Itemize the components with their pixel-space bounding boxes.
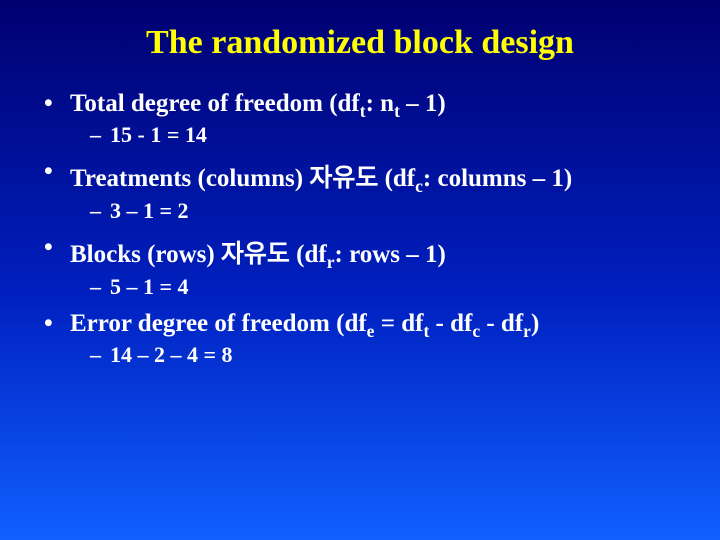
bullet-text: Error degree of freedom (dfe = dft - dfc… — [70, 310, 539, 337]
text-run: c — [415, 176, 423, 196]
sub-bullet-list: 5 – 1 = 4 — [70, 274, 696, 300]
text-run: 15 - 1 = 14 — [110, 122, 207, 147]
sub-bullet-item: 3 – 1 = 2 — [90, 198, 696, 224]
text-run: r — [327, 252, 335, 272]
bullet-text: Blocks (rows) 자유도 (dfr: rows – 1) — [70, 241, 446, 268]
bullet-item: Total degree of freedom (dft: nt – 1) 15 … — [44, 90, 696, 148]
text-run: : n — [366, 90, 394, 117]
text-run: Error degree of freedom (df — [70, 310, 367, 337]
sub-bullet-item: 15 - 1 = 14 — [90, 122, 696, 148]
text-run: Total degree of freedom (df — [70, 90, 360, 117]
text-run: = df — [374, 310, 423, 337]
text-run: – 1) — [400, 90, 446, 117]
sub-bullet-item: 14 – 2 – 4 = 8 — [90, 342, 696, 368]
sub-bullet-list: 14 – 2 – 4 = 8 — [70, 342, 696, 368]
bullet-item: Blocks (rows) 자유도 (dfr: rows – 1) 5 – 1 =… — [44, 234, 696, 300]
bullet-list: Total degree of freedom (dft: nt – 1) 15 … — [24, 90, 696, 368]
text-run: r — [523, 321, 531, 341]
text-run: : columns – 1) — [423, 165, 572, 192]
text-run: c — [472, 321, 480, 341]
slide-title: The randomized block design — [24, 24, 696, 62]
text-run: : rows – 1) — [335, 241, 446, 268]
sub-bullet-list: 15 - 1 = 14 — [70, 122, 696, 148]
text-run: ) — [531, 310, 539, 337]
text-run: 3 – 1 = 2 — [110, 198, 189, 223]
bullet-text: Treatments (columns) 자유도 (dfc: columns –… — [70, 165, 572, 192]
sub-bullet-item: 5 – 1 = 4 — [90, 274, 696, 300]
slide: The randomized block design Total degree… — [0, 0, 720, 540]
bullet-item: Error degree of freedom (dfe = dft - dfc… — [44, 310, 696, 368]
bullet-text: Total degree of freedom (dft: nt – 1) — [70, 90, 446, 117]
text-run: Blocks (rows) 자유도 (df — [70, 241, 327, 268]
text-run: - df — [480, 310, 523, 337]
text-run: 14 – 2 – 4 = 8 — [110, 342, 233, 367]
sub-bullet-list: 3 – 1 = 2 — [70, 198, 696, 224]
text-run: - df — [429, 310, 472, 337]
bullet-item: Treatments (columns) 자유도 (dfc: columns –… — [44, 158, 696, 224]
text-run: Treatments (columns) 자유도 (df — [70, 165, 415, 192]
text-run: 5 – 1 = 4 — [110, 274, 189, 299]
